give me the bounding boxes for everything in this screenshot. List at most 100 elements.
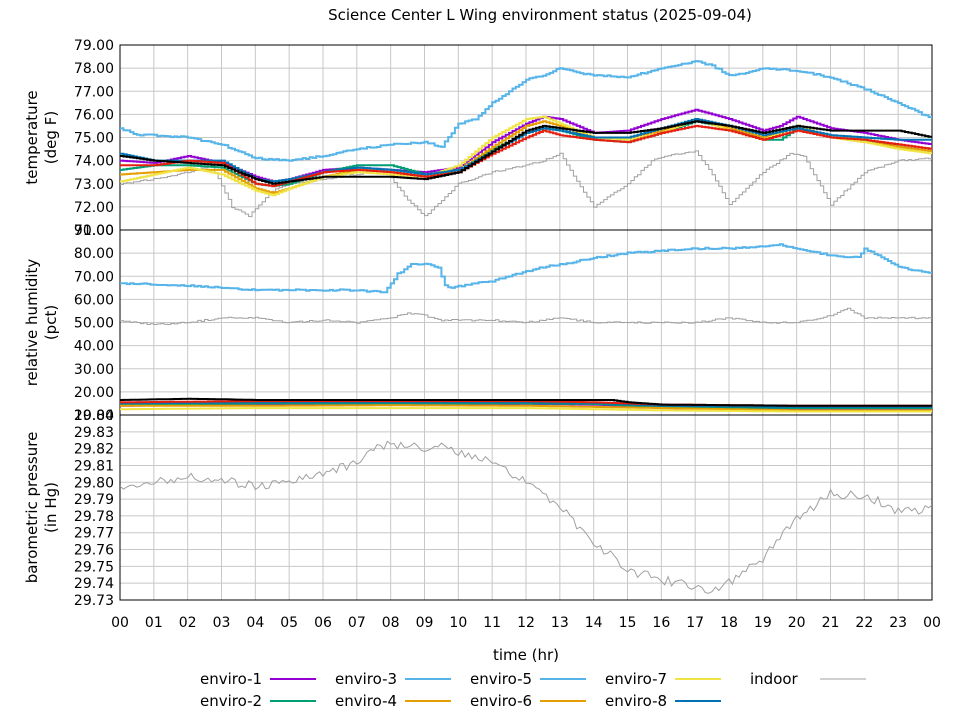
x-tick-label: 23: [889, 615, 907, 631]
y-tick-label: 50.00: [74, 316, 114, 332]
y-tick-label: 29.83: [74, 425, 114, 441]
y-tick-label: 71.00: [74, 223, 114, 239]
y-tick-label: 90.00: [74, 223, 114, 239]
y-tick-label: 79.00: [74, 38, 114, 54]
y-tick-label: 75.00: [74, 131, 114, 147]
series-line-enviro-5: [120, 407, 932, 413]
x-tick-label: 04: [246, 615, 264, 631]
legend-label: enviro-3: [335, 670, 397, 688]
y-tick-label: 78.00: [74, 61, 114, 77]
x-tick-label: 08: [382, 615, 400, 631]
series-line-enviro-2: [120, 402, 932, 410]
x-axis-title: time (hr): [493, 646, 559, 664]
panel-3: 29.7329.7429.7529.7629.7729.7829.7929.80…: [23, 408, 933, 609]
legend-entry-enviro-7: enviro-7: [605, 670, 721, 688]
panel-1: 71.00 72.00 73.00 74.00 75.00 76.00 77.00 78.00…: [23, 38, 933, 239]
y-tick-label: 20.00: [74, 385, 114, 401]
y-tick-label: 29.74: [74, 576, 114, 592]
x-tick-label: 18: [720, 615, 738, 631]
y-tick-label: 29.73: [74, 593, 114, 609]
x-tick-label: 22: [855, 615, 873, 631]
series-line-enviro-8: [120, 120, 932, 185]
series-line-indoor: [120, 307, 932, 325]
x-tick-label: 00: [923, 615, 941, 631]
legend-label: enviro-6: [470, 692, 532, 710]
x-tick-label: 16: [652, 615, 670, 631]
y-tick-label: 74.00: [74, 154, 114, 170]
y-tick-label: 40.00: [74, 339, 114, 355]
legend-entry-enviro-8: enviro-8: [605, 692, 721, 710]
legend-label: enviro-4: [335, 692, 397, 710]
y-axis-title: temperature(deg F): [23, 90, 60, 184]
legend-entry-enviro-2: enviro-2: [200, 692, 316, 710]
series-group: [120, 440, 932, 594]
x-tick-label: 17: [686, 615, 704, 631]
x-tick-label: 05: [280, 615, 298, 631]
y-tick-label: 30.00: [74, 362, 114, 378]
x-tick-label: 03: [213, 615, 231, 631]
y-tick-label: 29.78: [74, 509, 114, 525]
x-tick-label: 19: [754, 615, 772, 631]
y-axis-title: relative humidity(pct): [23, 259, 60, 387]
y-tick-label: 29.79: [74, 492, 114, 508]
y-axis-title-line: temperature: [23, 90, 41, 184]
x-tick-label: 09: [416, 615, 434, 631]
y-tick-label: 29.76: [74, 543, 114, 559]
y-tick-label: 72.00: [74, 200, 114, 216]
series-line-enviro-7: [120, 124, 932, 188]
y-tick-label: 29.84: [74, 408, 114, 424]
legend-entry-enviro-5: enviro-5: [470, 670, 586, 688]
legend-entry-indoor: indoor: [750, 670, 866, 688]
y-tick-label: 29.82: [74, 442, 114, 458]
legend-entry-enviro-6: enviro-6: [470, 692, 586, 710]
series-line-enviro-4: [120, 404, 932, 412]
y-axis-title-line: (in Hg): [42, 482, 60, 533]
x-tick-label: 10: [449, 615, 467, 631]
x-tick-label: 11: [483, 615, 501, 631]
y-tick-label: 80.00: [74, 246, 114, 262]
legend-entry-enviro-4: enviro-4: [335, 692, 451, 710]
y-tick-label: 10.00: [74, 408, 114, 424]
legend-label: enviro-2: [200, 692, 262, 710]
legend-label: enviro-8: [605, 692, 667, 710]
y-axis-title: barometric pressure(in Hg): [23, 432, 60, 584]
series-line-indoor: [120, 150, 932, 218]
plot-frame: [119, 414, 933, 601]
x-tick-label: 00: [111, 615, 129, 631]
x-tick-label: 01: [145, 615, 163, 631]
series-line-enviro-8: [120, 397, 932, 407]
x-tick-label: 14: [585, 615, 603, 631]
x-tick-label: 12: [517, 615, 535, 631]
x-tick-label: 20: [788, 615, 806, 631]
series-group: [120, 243, 932, 413]
x-tick-label: 02: [179, 615, 197, 631]
x-tick-label: 07: [348, 615, 366, 631]
legend-entry-enviro-1: enviro-1: [200, 670, 316, 688]
y-tick-label: 60.00: [74, 292, 114, 308]
y-tick-label: 29.77: [74, 526, 114, 542]
legend-label: enviro-7: [605, 670, 667, 688]
legend-entry-enviro-3: enviro-3: [335, 670, 451, 688]
x-tick-label: 15: [619, 615, 637, 631]
series-line-enviro-3: [120, 60, 932, 162]
x-tick-label: 06: [314, 615, 332, 631]
legend-label: enviro-1: [200, 670, 262, 688]
y-tick-label: 76.00: [74, 107, 114, 123]
legend: enviro-1 enviro-2 enviro-3 enviro-4 enviro-5…: [200, 670, 866, 710]
y-tick-label: 29.75: [74, 559, 114, 575]
y-axis-title-line: barometric pressure: [23, 432, 41, 584]
y-axis-title-line: (deg F): [42, 111, 60, 164]
legend-label: indoor: [750, 670, 799, 688]
y-axis-title-line: relative humidity: [23, 259, 41, 387]
y-axis-title-line: (pct): [42, 305, 60, 340]
chart-title: Science Center L Wing environment status…: [328, 6, 752, 24]
y-tick-label: 29.80: [74, 475, 114, 491]
y-tick-label: 77.00: [74, 84, 114, 100]
legend-label: enviro-5: [470, 670, 532, 688]
x-tick-label: 13: [551, 615, 569, 631]
series-group: [120, 60, 932, 218]
panel-2: 10.00 20.00 30.00 40.00 50.00 60.00 70.00 80.00…: [23, 223, 933, 424]
x-axis: 00 01 02 03 04 05 06 07 08 09 10 11 12 13 14 15 16 17 18 19…: [111, 615, 941, 631]
y-tick-label: 29.81: [74, 458, 114, 474]
